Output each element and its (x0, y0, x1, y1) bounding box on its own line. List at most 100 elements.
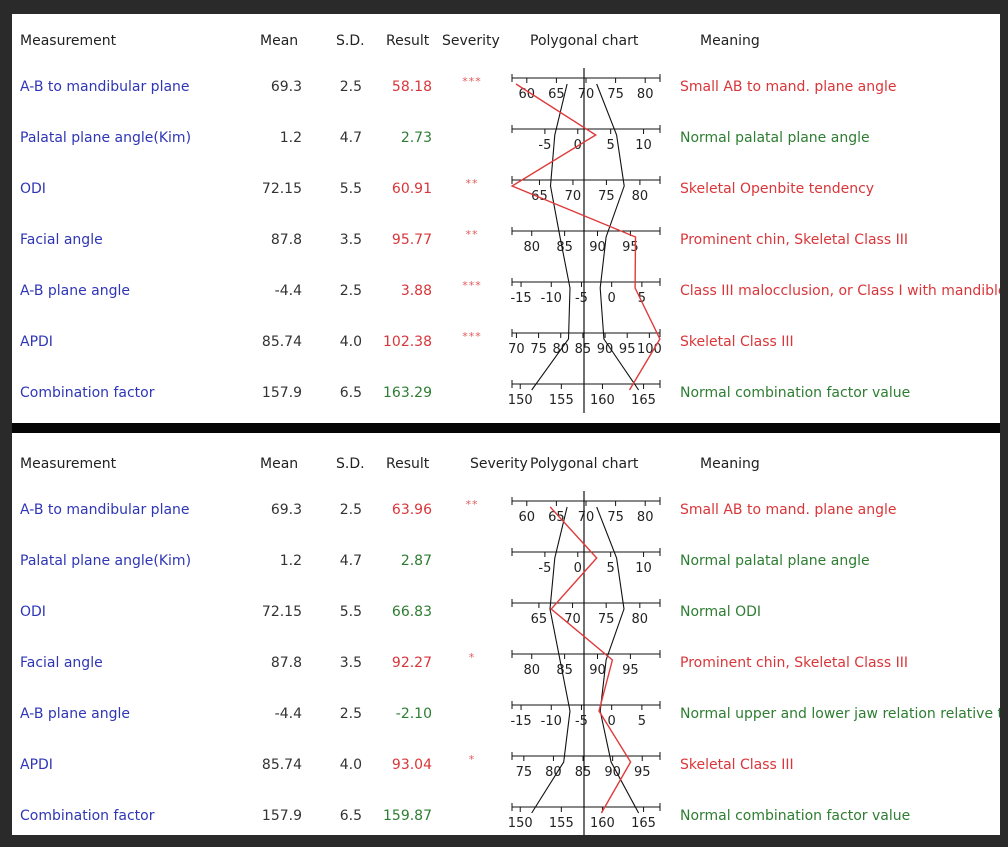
sd-value: 2.5 (339, 706, 362, 722)
table-row: ODI 72.15 5.5 66.83 Normal ODI (14, 587, 1004, 638)
table-row: APDI 85.74 4.0 93.04 * Skeletal Class III (14, 740, 1004, 791)
header-mean: Mean (260, 456, 299, 472)
measurement-name[interactable]: A-B plane angle (20, 706, 131, 722)
report-panel-bottom: Measurement Mean S.D. Result Severity Po… (14, 443, 1008, 847)
frame-border-bottom (0, 835, 1008, 847)
result-value: 159.87 (383, 808, 432, 824)
mean-value: 87.8 (270, 232, 302, 248)
measurement-name[interactable]: Combination factor (20, 385, 155, 401)
severity-marker (460, 587, 484, 638)
table-row: A-B to mandibular plane 69.3 2.5 63.96 ** Sma… (14, 485, 1004, 536)
result-value: 102.38 (383, 334, 432, 350)
frame-border-right (1000, 0, 1008, 847)
measurement-name[interactable]: ODI (20, 181, 46, 197)
sd-value: 2.5 (339, 79, 362, 95)
mean-value: 72.15 (261, 181, 302, 197)
mean-value: 157.9 (261, 808, 302, 824)
measurement-name[interactable]: A-B plane angle (20, 283, 131, 299)
table-row: Combination factor 157.9 6.5 163.29 Normal c… (14, 368, 1004, 419)
result-value: -2.10 (395, 706, 432, 722)
sd-value: 4.7 (339, 130, 362, 146)
result-value: 95.77 (391, 232, 432, 248)
sd-value: 4.0 (339, 334, 362, 350)
sd-value: 4.0 (339, 757, 362, 773)
result-value: 66.83 (391, 604, 432, 620)
severity-marker (460, 536, 484, 587)
table-row: A-B to mandibular plane 69.3 2.5 58.18 *** Sm… (14, 62, 1004, 113)
measurement-name[interactable]: APDI (20, 334, 53, 350)
header-sd: S.D. (336, 456, 365, 472)
table-row: Palatal plane angle(Kim) 1.2 4.7 2.87 Normal… (14, 536, 1004, 587)
result-value: 60.91 (391, 181, 432, 197)
meaning-text: Small AB to mand. plane angle (680, 502, 897, 518)
header-measurement: Measurement (20, 33, 117, 49)
measurement-name[interactable]: A-B to mandibular plane (20, 502, 190, 518)
severity-marker: * (468, 651, 476, 664)
measurement-name[interactable]: Facial angle (20, 232, 103, 248)
header-severity: Severity (442, 33, 500, 49)
severity-marker: ** (465, 498, 479, 511)
meaning-text: Normal palatal plane angle (680, 130, 870, 146)
meaning-text: Skeletal Openbite tendency (680, 181, 875, 197)
table-row: Palatal plane angle(Kim) 1.2 4.7 2.73 Normal… (14, 113, 1004, 164)
severity-marker: * (468, 753, 476, 766)
meaning-text: Small AB to mand. plane angle (680, 79, 897, 95)
severity-marker: *** (462, 75, 482, 88)
frame-border-left (0, 0, 12, 847)
table-row: A-B plane angle -4.4 2.5 3.88 *** Class III m… (14, 266, 1007, 317)
severity-marker: ** (465, 177, 479, 190)
meaning-text: Skeletal Class III (680, 757, 794, 773)
header-measurement: Measurement (20, 456, 117, 472)
severity-marker: ** (465, 228, 479, 241)
sd-value: 5.5 (339, 181, 362, 197)
measurement-name[interactable]: APDI (20, 757, 53, 773)
mean-value: 1.2 (279, 130, 302, 146)
measurement-name[interactable]: Palatal plane angle(Kim) (20, 553, 192, 569)
result-value: 58.18 (391, 79, 432, 95)
result-value: 3.88 (400, 283, 432, 299)
severity-marker: *** (462, 279, 482, 292)
sd-value: 5.5 (339, 604, 362, 620)
severity-marker: *** (462, 330, 482, 343)
report-panel-top: Measurement Mean S.D. Result Severity Po… (14, 20, 1007, 425)
header-result: Result (386, 456, 430, 472)
measurement-name[interactable]: Facial angle (20, 655, 103, 671)
frame-border-top (0, 0, 1008, 14)
result-value: 163.29 (383, 385, 432, 401)
table-row: A-B plane angle -4.4 2.5 -2.10 Normal upper … (14, 689, 1008, 740)
header-chart: Polygonal chart (530, 456, 639, 472)
meaning-text: Prominent chin, Skeletal Class III (680, 232, 908, 248)
mean-value: 87.8 (270, 655, 302, 671)
sd-value: 4.7 (339, 553, 362, 569)
result-value: 93.04 (391, 757, 432, 773)
mean-value: 157.9 (261, 385, 302, 401)
meaning-text: Skeletal Class III (680, 334, 794, 350)
mean-value: 69.3 (270, 502, 302, 518)
severity-marker (460, 689, 484, 740)
measurement-name[interactable]: ODI (20, 604, 46, 620)
sd-value: 6.5 (339, 808, 362, 824)
mean-value: 85.74 (261, 757, 302, 773)
severity-marker (460, 368, 484, 419)
sd-value: 6.5 (339, 385, 362, 401)
table-row: Combination factor 157.9 6.5 159.87 Normal c… (14, 791, 1004, 842)
mean-value: -4.4 (274, 283, 302, 299)
header-sd: S.D. (336, 33, 365, 49)
result-value: 63.96 (391, 502, 432, 518)
meaning-text: Normal ODI (680, 604, 762, 620)
table-row: ODI 72.15 5.5 60.91 ** Skeletal Openbite tend… (14, 164, 1004, 215)
result-value: 2.87 (400, 553, 432, 569)
sd-value: 3.5 (339, 655, 362, 671)
table-row: Facial angle 87.8 3.5 92.27 * Prominent chin,… (14, 638, 1004, 689)
mean-value: 85.74 (261, 334, 302, 350)
header-mean: Mean (260, 33, 299, 49)
mean-value: 72.15 (261, 604, 302, 620)
measurement-name[interactable]: Combination factor (20, 808, 155, 824)
sd-value: 2.5 (339, 283, 362, 299)
result-value: 2.73 (400, 130, 432, 146)
meaning-text: Normal combination factor value (680, 808, 911, 824)
measurement-name[interactable]: Palatal plane angle(Kim) (20, 130, 192, 146)
measurement-name[interactable]: A-B to mandibular plane (20, 79, 190, 95)
result-value: 92.27 (391, 655, 432, 671)
